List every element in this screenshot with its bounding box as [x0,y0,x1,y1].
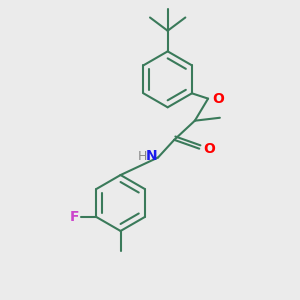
Text: N: N [146,149,158,163]
Text: H: H [138,149,147,163]
Text: O: O [203,142,215,156]
Text: O: O [212,92,224,106]
Text: F: F [70,210,79,224]
